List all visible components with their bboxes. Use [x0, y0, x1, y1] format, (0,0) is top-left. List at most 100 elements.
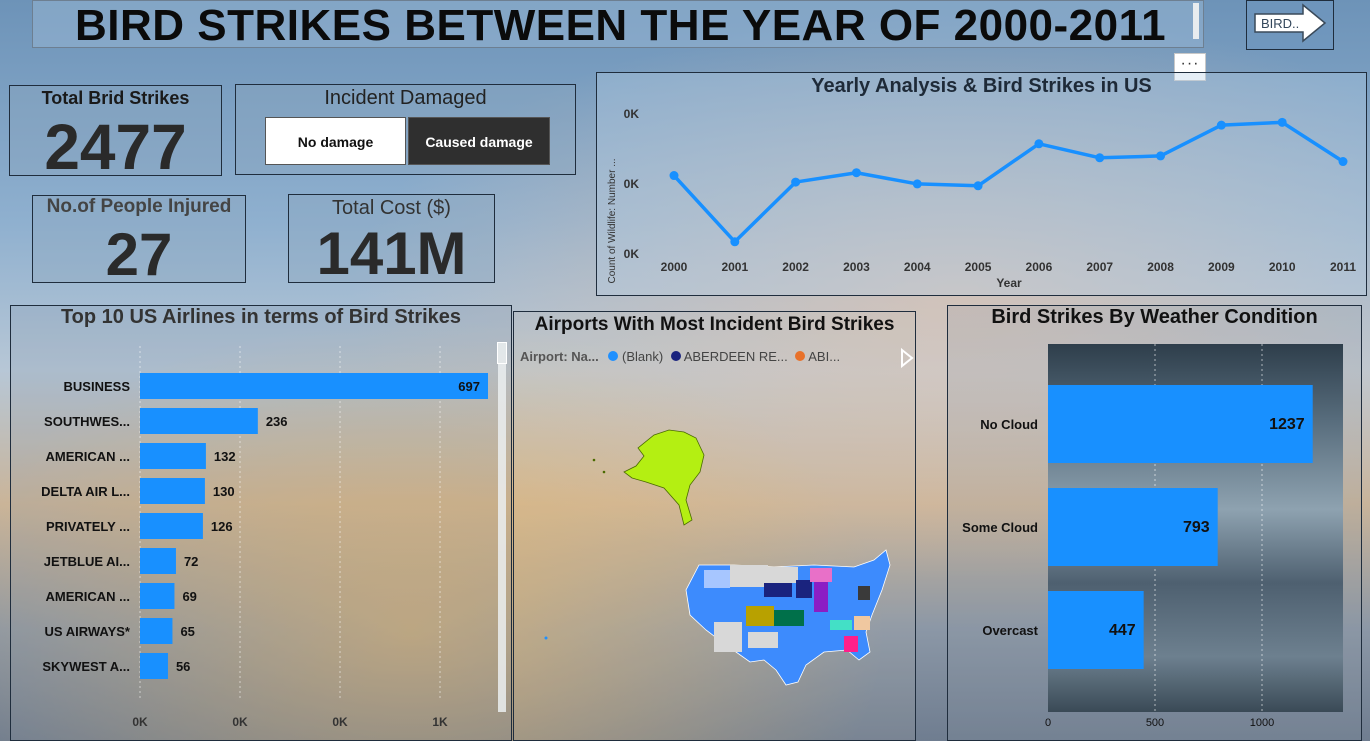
airline-value-label: 697 [458, 379, 480, 394]
yearly-data-point [730, 237, 740, 247]
airlines-scroll-thumb[interactable] [497, 342, 507, 364]
airline-value-label: 126 [211, 519, 233, 534]
kpi-people-injured-card: No.of People Injured 27 [32, 195, 246, 288]
state-region[interactable] [810, 568, 832, 582]
state-region[interactable] [858, 586, 870, 600]
no-damage-option[interactable]: No damage [265, 117, 406, 165]
alaska-island-mark [602, 470, 606, 474]
alaska-island-mark [592, 458, 596, 462]
airline-value-label: 130 [213, 484, 235, 499]
weather-chart-title: Bird Strikes By Weather Condition [991, 306, 1318, 328]
state-region[interactable] [704, 570, 730, 588]
year-tick-label: 2004 [904, 260, 931, 274]
yearly-data-point [1338, 157, 1348, 167]
state-region[interactable] [830, 620, 852, 630]
year-tick-label: 2001 [721, 260, 748, 274]
legend-next-arrow-icon[interactable] [896, 346, 916, 370]
weather-category-label: Overcast [982, 623, 1038, 638]
yearly-chart-title: Yearly Analysis & Bird Strikes in US [811, 75, 1152, 97]
weather-value-label: 447 [1109, 622, 1136, 639]
kpi-total-cost-label: Total Cost ($) [332, 197, 451, 219]
year-tick-label: 2010 [1269, 260, 1296, 274]
airline-category-label: SOUTHWES... [44, 414, 130, 429]
airline-value-label: 69 [182, 589, 196, 604]
airline-category-label: BUSINESS [64, 379, 131, 394]
year-tick-label: 2005 [965, 260, 992, 274]
airlines-x-tick: 0K [132, 715, 148, 729]
weather-x-tick: 0 [1045, 717, 1051, 729]
map-legend-title: Airport: Na... [520, 349, 599, 364]
yearly-data-point [973, 181, 983, 191]
kpi-total-strikes-label: Total Brid Strikes [41, 88, 190, 108]
bird-nav-button[interactable]: BIRD.. [1246, 0, 1334, 50]
dashboard-title-bar: BIRD STRIKES BETWEEN THE YEAR OF 2000-20… [32, 0, 1204, 50]
state-region[interactable] [796, 580, 812, 598]
airlines-x-tick: 1K [432, 715, 448, 729]
airline-bar [140, 513, 203, 539]
weather-bar [1048, 488, 1218, 566]
hawaii-mark [544, 636, 548, 640]
year-tick-label: 2007 [1086, 260, 1113, 274]
airlines-x-tick: 0K [232, 715, 248, 729]
airline-value-label: 236 [266, 414, 288, 429]
yearly-y-tick: 0K [624, 247, 640, 261]
dashboard-title: BIRD STRIKES BETWEEN THE YEAR OF 2000-20… [75, 1, 1167, 50]
kpi-total-strikes-card: Total Brid Strikes 2477 [9, 85, 222, 183]
year-tick-label: 2003 [843, 260, 870, 274]
incident-damaged-title: Incident Damaged [324, 87, 487, 109]
yearly-data-point [851, 168, 861, 178]
state-region[interactable] [748, 632, 778, 648]
state-region[interactable] [714, 622, 742, 652]
weather-value-label: 1237 [1269, 416, 1305, 433]
yearly-line-plot: Count of Wildlife: Number ... 0K 0K 0K Y… [607, 107, 1356, 290]
airline-bar [140, 373, 488, 399]
title-scrollbar[interactable] [1193, 3, 1199, 39]
airlines-x-tick: 0K [332, 715, 348, 729]
state-region[interactable] [768, 567, 798, 583]
weather-condition-chart: Bird Strikes By Weather Condition 0 500 … [947, 305, 1362, 741]
map-legend: Airport: Na... (Blank) ABERDEEN RE... AB… [520, 349, 840, 364]
airline-category-label: JETBLUE AI... [44, 554, 130, 569]
state-region[interactable] [774, 610, 804, 626]
state-region[interactable] [854, 616, 870, 630]
more-options-button[interactable]: ··· [1174, 53, 1206, 81]
yearly-y-axis-label: Count of Wildlife: Number ... [607, 158, 618, 283]
state-region[interactable] [764, 583, 792, 597]
legend-dot-icon [795, 351, 806, 361]
yearly-data-point [669, 171, 679, 181]
airline-value-label: 56 [176, 659, 190, 674]
map-legend-item[interactable]: ABERDEEN RE... [683, 349, 788, 364]
airlines-scrollbar[interactable] [498, 342, 506, 712]
map-legend-item[interactable]: (Blank) [621, 349, 664, 364]
weather-category-label: Some Cloud [962, 520, 1038, 535]
airline-category-label: US AIRWAYS* [45, 624, 131, 639]
yearly-data-point [1034, 139, 1044, 149]
state-region[interactable] [844, 636, 858, 652]
legend-dot-icon [608, 351, 619, 361]
airline-category-label: SKYWEST A... [42, 659, 130, 674]
airlines-chart-title: Top 10 US Airlines in terms of Bird Stri… [60, 306, 462, 328]
us-map[interactable] [514, 360, 915, 740]
weather-bar-plot: 0 500 1000 No Cloud 1237 Some Cloud 793 Over… [962, 344, 1313, 729]
airline-bar [140, 548, 176, 574]
year-tick-label: 2008 [1147, 260, 1174, 274]
weather-x-tick: 500 [1146, 717, 1164, 729]
weather-bar [1048, 591, 1144, 669]
weather-x-tick: 1000 [1250, 717, 1274, 729]
airline-bar [140, 408, 258, 434]
yearly-data-point [1277, 117, 1287, 127]
airline-bar [140, 583, 175, 609]
caused-damage-option[interactable]: Caused damage [408, 117, 550, 165]
state-region[interactable] [746, 606, 774, 626]
alaska-region[interactable] [623, 429, 705, 526]
yearly-series-line [672, 120, 1344, 244]
yearly-x-axis-label: Year [996, 276, 1022, 290]
state-region[interactable] [730, 565, 768, 587]
airline-value-label: 65 [180, 624, 194, 639]
airline-category-label: PRIVATELY ... [46, 519, 130, 534]
airline-bar [140, 443, 206, 469]
nav-button-label: BIRD.. [1261, 16, 1299, 31]
map-legend-item[interactable]: ABI... [808, 349, 841, 364]
airline-category-label: AMERICAN ... [46, 449, 131, 464]
yearly-data-point [1216, 120, 1226, 130]
